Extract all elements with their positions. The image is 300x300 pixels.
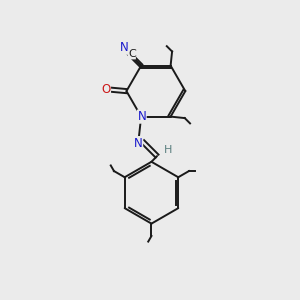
Text: N: N [134, 136, 142, 150]
Text: O: O [101, 83, 110, 96]
Text: N: N [119, 41, 128, 54]
Text: N: N [137, 110, 146, 123]
Text: C: C [128, 49, 136, 59]
Text: H: H [164, 145, 172, 154]
